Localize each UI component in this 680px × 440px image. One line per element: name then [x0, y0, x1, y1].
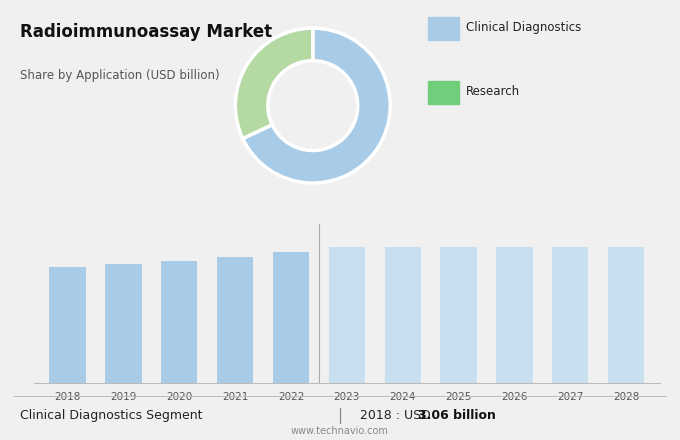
Bar	[552, 247, 588, 383]
Bar	[217, 257, 253, 383]
Text: 2018 : USD: 2018 : USD	[360, 409, 435, 422]
Bar	[428, 81, 459, 104]
Bar	[441, 247, 477, 383]
Text: www.technavio.com: www.technavio.com	[291, 426, 389, 436]
Text: |: |	[337, 408, 343, 424]
Text: Research: Research	[466, 85, 520, 98]
Text: Radioimmunoassay Market: Radioimmunoassay Market	[20, 23, 273, 41]
Wedge shape	[243, 28, 390, 183]
Text: 3.06 billion: 3.06 billion	[418, 409, 496, 422]
Wedge shape	[235, 28, 313, 139]
Bar	[608, 247, 644, 383]
Bar	[384, 247, 421, 383]
Bar	[273, 252, 309, 383]
Text: Clinical Diagnostics Segment: Clinical Diagnostics Segment	[20, 409, 203, 422]
Bar	[496, 247, 532, 383]
Bar	[105, 264, 141, 383]
Text: Share by Application (USD billion): Share by Application (USD billion)	[20, 69, 220, 82]
Bar	[161, 261, 197, 383]
Bar	[50, 268, 86, 383]
Bar	[328, 247, 365, 383]
Text: Clinical Diagnostics: Clinical Diagnostics	[466, 21, 581, 34]
Bar	[428, 17, 459, 40]
